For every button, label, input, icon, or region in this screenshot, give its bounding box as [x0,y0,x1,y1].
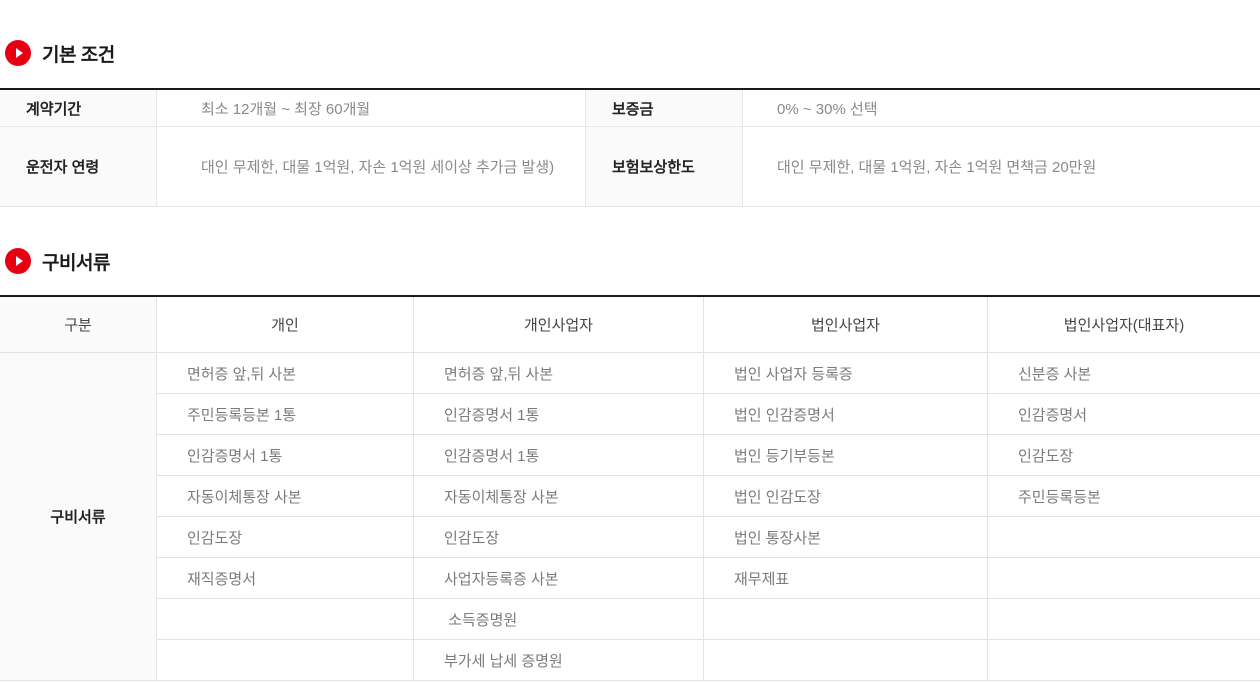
row-label-deposit: 보증금 [586,90,743,127]
column-header-corporation: 법인사업자 [704,297,988,352]
document-item: 법인 인감증명서 [704,394,987,435]
document-item: 면허증 앞,뒤 사본 [157,353,413,394]
document-item: 소득증명원 [414,599,703,640]
document-item: 인감증명서 [988,394,1260,435]
document-item: 인감도장 [988,435,1260,476]
document-item-empty [988,558,1260,599]
document-item-empty [704,640,987,681]
document-item: 인감증명서 1통 [414,435,703,476]
document-item-empty [157,640,413,681]
document-item: 재무제표 [704,558,987,599]
section-title: 기본 조건 [42,44,115,66]
row-value-insurance-limit: 대인 무제한, 대물 1억원, 자손 1억원 면책금 20만원 [743,127,1260,207]
document-item-empty [157,599,413,640]
document-item: 재직증명서 [157,558,413,599]
document-item: 인감증명서 1통 [414,394,703,435]
documents-column-sole-proprietor: 면허증 앞,뒤 사본 인감증명서 1통 인감증명서 1통 자동이체통장 사본 인… [414,353,704,681]
table-row: 계약기간 최소 12개월 ~ 최장 60개월 보증금 0% ~ 30% 선택 [0,90,1260,127]
document-item: 자동이체통장 사본 [157,476,413,517]
table-header-row: 구분 개인 개인사업자 법인사업자 법인사업자(대표자) [0,297,1260,353]
play-triangle-icon [15,48,23,58]
document-item: 신분증 사본 [988,353,1260,394]
document-item: 인감도장 [414,517,703,558]
document-item: 인감증명서 1통 [157,435,413,476]
row-value-deposit: 0% ~ 30% 선택 [743,90,1260,127]
basic-conditions-header: 기본 조건 [0,40,1260,66]
column-header-sole-proprietor: 개인사업자 [414,297,704,352]
document-item: 법인 등기부등본 [704,435,987,476]
column-header-individual: 개인 [157,297,414,352]
document-item: 면허증 앞,뒤 사본 [414,353,703,394]
row-label-insurance-limit: 보험보상한도 [586,127,743,207]
document-item-empty [704,599,987,640]
documents-header: 구비서류 [0,248,1260,274]
document-item-empty [988,517,1260,558]
document-item-empty [988,599,1260,640]
document-item: 자동이체통장 사본 [414,476,703,517]
documents-column-corporation: 법인 사업자 등록증 법인 인감증명서 법인 등기부등본 법인 인감도장 법인 … [704,353,988,681]
row-label-contract-period: 계약기간 [0,90,157,127]
play-icon [5,248,31,274]
document-item: 사업자등록증 사본 [414,558,703,599]
document-item: 법인 사업자 등록증 [704,353,987,394]
row-label-required-documents: 구비서류 [0,353,157,681]
row-value-contract-period: 최소 12개월 ~ 최장 60개월 [157,90,586,127]
document-item-empty [988,640,1260,681]
document-item: 법인 통장사본 [704,517,987,558]
row-label-driver-age: 운전자 연령 [0,127,157,207]
documents-table: 구분 개인 개인사업자 법인사업자 법인사업자(대표자) 구비서류 면허증 앞,… [0,295,1260,681]
column-header-corporation-representative: 법인사업자(대표자) [1063,317,1185,334]
document-item: 부가세 납세 증명원 [414,640,703,681]
documents-column-individual: 면허증 앞,뒤 사본 주민등록등본 1통 인감증명서 1통 자동이체통장 사본 … [157,353,414,681]
section-title: 구비서류 [42,252,110,274]
document-item: 주민등록등본 1통 [157,394,413,435]
document-item: 인감도장 [157,517,413,558]
play-icon [5,40,31,66]
documents-table-body: 구비서류 면허증 앞,뒤 사본 주민등록등본 1통 인감증명서 1통 자동이체통… [0,353,1260,681]
row-value-driver-age: 대인 무제한, 대물 1억원, 자손 1억원 세이상 추가금 발생) [157,127,586,207]
basic-conditions-table: 계약기간 최소 12개월 ~ 최장 60개월 보증금 0% ~ 30% 선택 운… [0,88,1260,207]
documents-column-corporation-representative: 신분증 사본 인감증명서 인감도장 주민등록등본 [988,353,1260,681]
document-item: 주민등록등본 [988,476,1260,517]
column-header-category: 구분 [0,297,157,352]
play-triangle-icon [15,256,23,266]
table-row: 운전자 연령 대인 무제한, 대물 1억원, 자손 1억원 세이상 추가금 발생… [0,127,1260,207]
document-item: 법인 인감도장 [704,476,987,517]
